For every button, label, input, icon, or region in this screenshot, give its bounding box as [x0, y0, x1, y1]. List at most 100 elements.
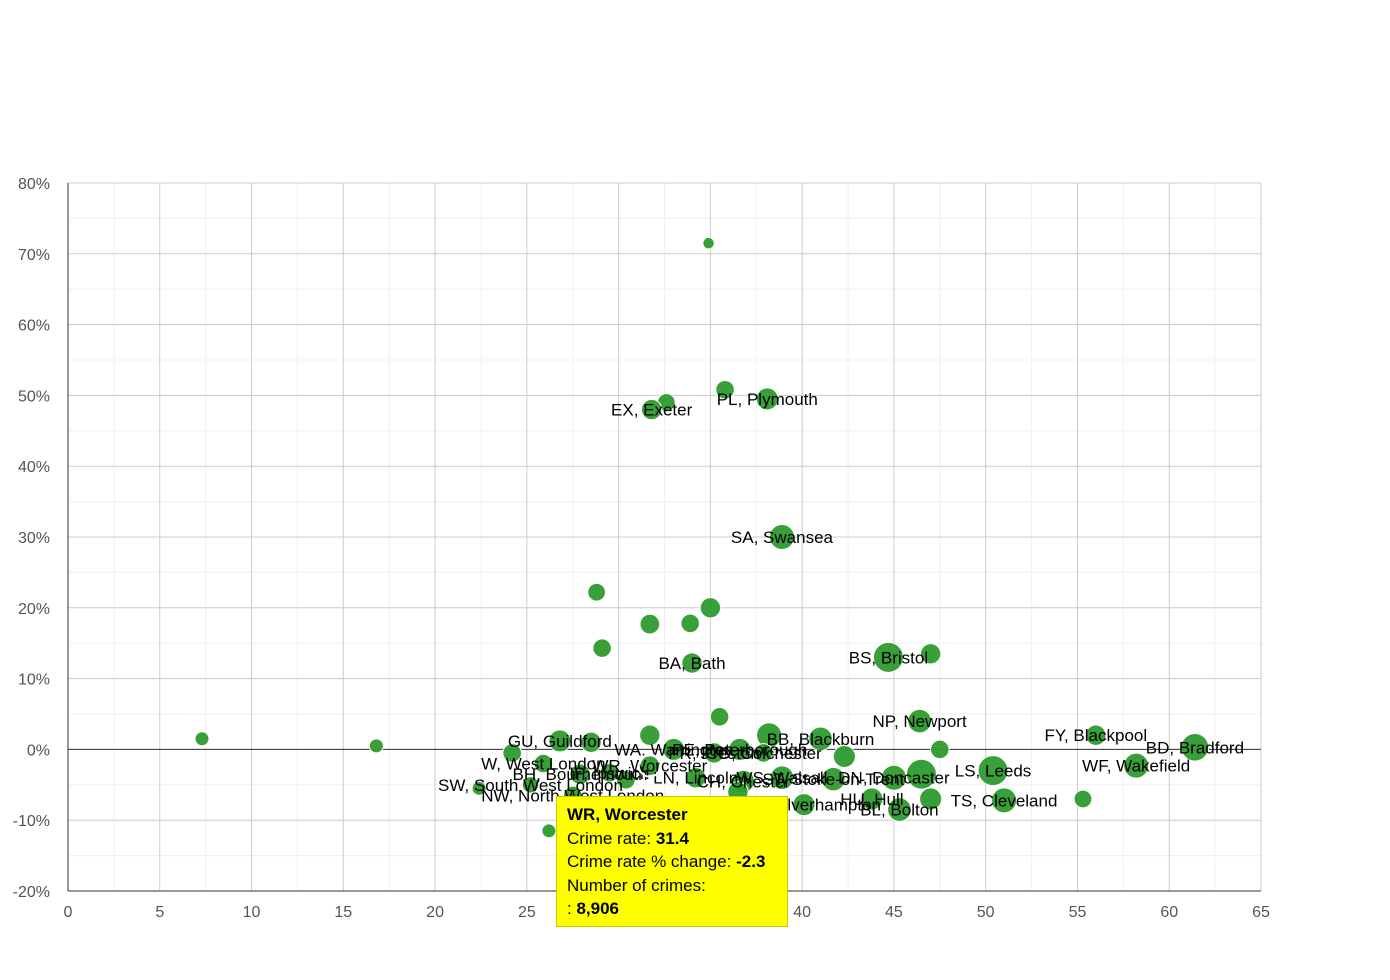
data-bubble[interactable] [887, 797, 912, 822]
tooltip-change-row: Crime rate % change: -2.3 [567, 850, 777, 874]
x-tick-label: 20 [426, 904, 444, 921]
data-bubble[interactable] [930, 739, 950, 760]
data-bubble[interactable] [768, 524, 795, 550]
y-tick-label: 40% [18, 459, 50, 476]
data-bubble[interactable] [808, 726, 833, 752]
x-tick-label: 0 [64, 904, 73, 921]
point-label: BA, Bath [658, 654, 725, 673]
data-bubble[interactable] [521, 776, 540, 794]
data-bubble[interactable] [685, 767, 707, 789]
data-bubble[interactable] [1085, 724, 1107, 746]
data-bubble[interactable] [832, 744, 856, 769]
data-bubble[interactable] [616, 770, 636, 790]
data-bubble[interactable] [639, 724, 661, 746]
point-label: BB, Blackburn [767, 730, 875, 749]
point-label: LN, Lincoln [653, 769, 738, 788]
data-bubble[interactable] [792, 793, 816, 817]
tooltip-count-prefix: : [567, 899, 572, 918]
y-tick-label: 70% [18, 247, 50, 264]
x-tick-label: 25 [518, 904, 536, 921]
tooltip-change-label: Crime rate % change: [567, 852, 732, 871]
data-bubble[interactable] [680, 613, 700, 634]
data-bubble[interactable] [919, 787, 943, 811]
point-label: PR, Preston [668, 744, 760, 763]
data-bubble[interactable] [728, 737, 752, 761]
y-tick-label: 20% [18, 601, 50, 618]
data-bubble[interactable] [368, 738, 384, 754]
data-bubble[interactable] [592, 638, 612, 658]
data-bubble[interactable] [639, 755, 661, 777]
x-tick-label: 60 [1160, 904, 1178, 921]
data-bubble[interactable] [919, 643, 942, 665]
y-tick-label: 30% [18, 530, 50, 547]
point-label: ST, Stoke-on-Trent [762, 770, 904, 789]
data-bubble[interactable] [541, 823, 557, 839]
tooltip-rate-label: Crime rate: [567, 828, 652, 848]
data-bubble[interactable] [587, 582, 606, 602]
point-label: BS, Bristol [849, 648, 928, 667]
y-tick-label: 10% [18, 672, 50, 689]
point-label: SA, Swansea [731, 528, 834, 547]
point-label: PE, Peterborough [672, 740, 807, 759]
point-label: GU, Guildford [508, 732, 612, 751]
data-bubble[interactable] [533, 753, 554, 774]
hover-highlight [637, 753, 662, 778]
data-bubble[interactable] [569, 763, 591, 785]
data-bubble[interactable] [821, 766, 846, 792]
point-label: CH, Chester [697, 772, 791, 791]
data-bubble[interactable] [769, 765, 795, 791]
x-tick-label: 40 [793, 904, 811, 921]
data-bubble[interactable] [905, 758, 937, 790]
data-bubble[interactable] [662, 737, 686, 761]
data-bubble[interactable] [640, 398, 663, 421]
data-bubble[interactable] [872, 641, 904, 673]
tooltip-change-value: -2.3 [736, 852, 766, 871]
chart-tooltip: WR, Worcester Crime rate: 31.4 Crime rat… [556, 796, 788, 927]
data-bubble[interactable] [599, 762, 620, 783]
data-bubble[interactable] [702, 236, 715, 250]
data-bubble[interactable] [977, 755, 1009, 787]
x-tick-label: 15 [334, 904, 352, 921]
data-bubble[interactable] [709, 707, 730, 727]
point-label: CO, Colchester [706, 744, 823, 763]
point-label: W, West London [481, 755, 605, 774]
x-tick-label: 55 [1069, 904, 1087, 921]
data-bubble[interactable] [548, 729, 572, 753]
data-bubble[interactable] [715, 379, 735, 400]
point-label: IP, Ipswich [569, 764, 649, 783]
x-tick-label: 10 [243, 904, 261, 921]
data-bubble[interactable] [580, 731, 602, 754]
data-bubble[interactable] [1180, 732, 1210, 762]
data-bubble[interactable] [991, 787, 1018, 814]
data-bubble[interactable] [194, 731, 210, 747]
data-bubble[interactable] [860, 787, 884, 811]
point-label: HU, Hull [840, 790, 903, 809]
y-tick-label: -20% [13, 884, 50, 901]
point-label: PL, Plymouth [717, 390, 818, 409]
y-tick-label: 60% [18, 318, 50, 335]
bubble-layer [194, 236, 1210, 839]
point-label: WA, Warrington [614, 740, 733, 759]
x-tick-label: 50 [977, 904, 995, 921]
data-bubble[interactable] [703, 742, 725, 764]
y-tick-label: -10% [13, 813, 50, 830]
data-bubble[interactable] [471, 780, 487, 796]
data-bubble[interactable] [753, 743, 774, 763]
x-tick-label: 65 [1252, 904, 1270, 921]
data-bubble[interactable] [1123, 752, 1150, 779]
data-bubble[interactable] [755, 387, 779, 411]
axes: 05101520253035404550556065-20%-10%0%10%2… [13, 176, 1270, 921]
tooltip-count-label: Number of crimes: [567, 875, 706, 895]
data-bubble[interactable] [1073, 789, 1093, 809]
data-bubble[interactable] [907, 708, 932, 734]
data-bubble[interactable] [681, 652, 703, 674]
data-bubble[interactable] [699, 597, 722, 619]
point-label: BL, Bolton [860, 801, 938, 820]
point-label: DN, Doncaster [838, 769, 950, 788]
data-bubble[interactable] [502, 743, 522, 763]
y-tick-label: 50% [18, 388, 50, 405]
data-bubble[interactable] [639, 613, 661, 635]
tooltip-title: WR, Worcester [567, 805, 688, 824]
x-tick-label: 5 [155, 904, 164, 921]
